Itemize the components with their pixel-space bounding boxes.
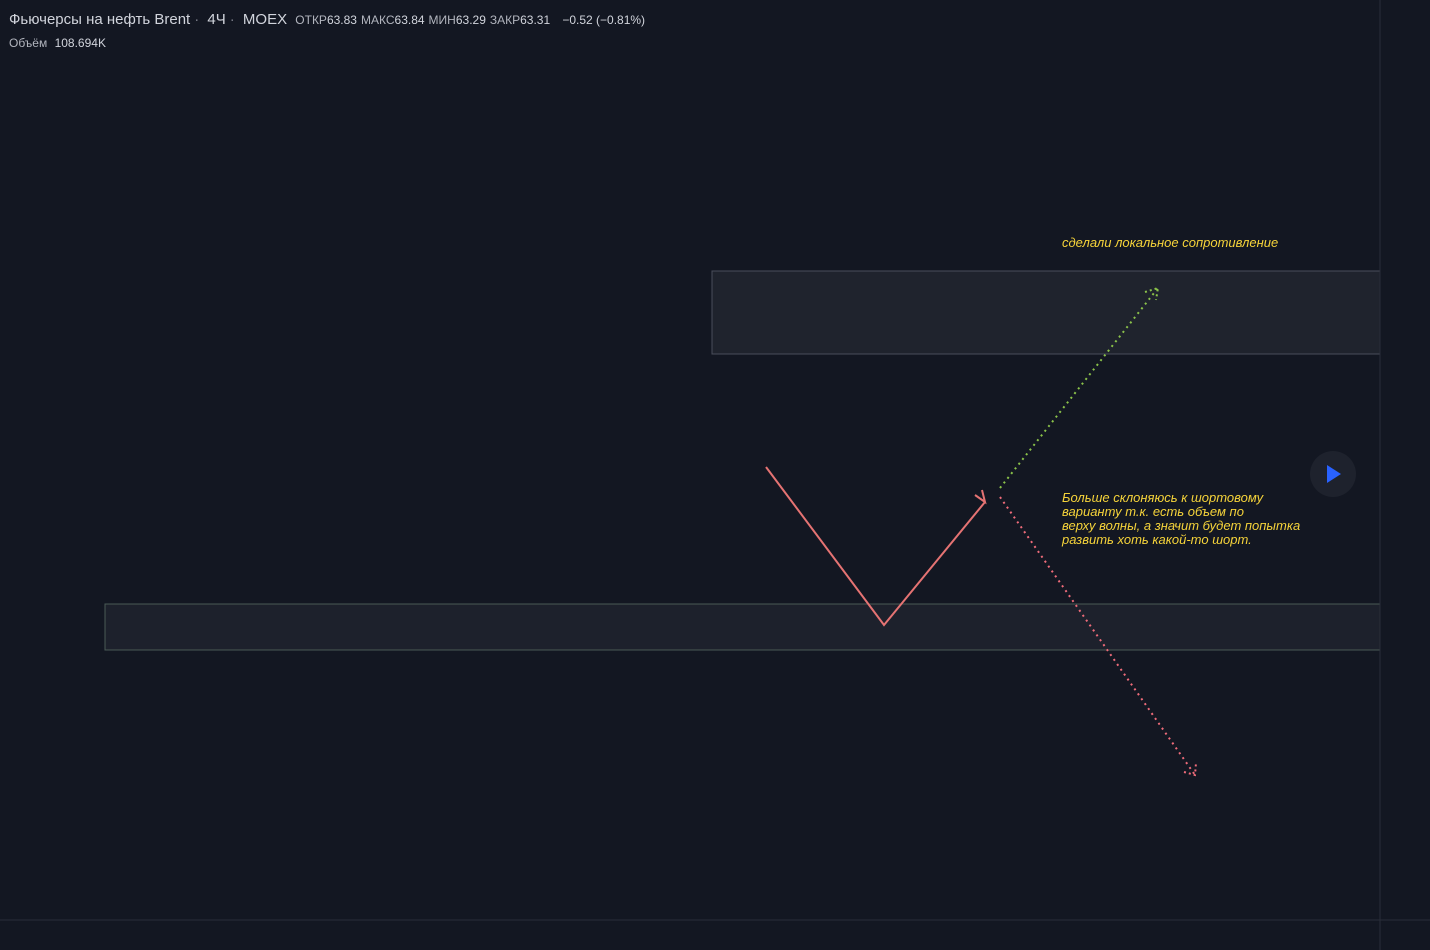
symbol: Фьючерсы на нефть Brent [9,11,191,28]
play-button[interactable] [1310,451,1356,497]
forecast-arrowhead [974,489,987,505]
ohlc-value: 63.31 [520,13,551,27]
change: −0.52 (−0.81%) [562,13,646,27]
ohlc-value: 63.84 [394,13,425,27]
ohlc-label: ОТКР [295,13,327,27]
annotation-line: верху волны, а значит будет попытка [1062,518,1301,533]
forecast-path [765,466,986,627]
bear-arrow [999,496,1196,776]
ohlc-legend: ОТКР63.83 МАКС63.84 МИН63.29 ЗАКР63.31 [295,13,554,27]
annotation: сделали локальное сопротивление [1062,236,1278,250]
volume-label: Объём [9,36,48,50]
resistance-zone [711,270,1381,355]
annotation-line: Больше склоняюсь к шортовому [1062,490,1264,505]
bear-arrowhead [1183,762,1197,777]
ohlc-value: 63.83 [326,13,357,27]
volume-value: 108.694K [54,36,106,50]
ohlc-label: ЗАКР [489,13,521,27]
annotation-line: развить хоть какой-то шорт. [1062,532,1252,547]
play-icon[interactable] [1327,465,1341,483]
sep: · [229,11,235,28]
interval: 4Ч [207,11,226,28]
annotation-line: варианту т.к. есть объем по [1062,504,1244,519]
header-line: Фьючерсы на нефть Brent · 4Ч · MOEX ОТКР63… [9,11,649,28]
exchange: MOEX [242,11,288,28]
ohlc-label: МИН [428,13,456,27]
ohlc-value: 63.29 [455,13,486,27]
ohlc-label: МАКС [360,13,395,27]
sep: · [194,11,200,28]
volume-legend: Объём 108.694K [9,36,110,50]
bull-arrowhead [1144,286,1160,301]
bull-arrow [999,287,1159,489]
support-zone [104,603,1381,651]
annotation-line: сделали локальное сопротивление [1062,235,1279,250]
annotation: Больше склоняюсь к шортовому варианту т.к… [1062,491,1300,547]
